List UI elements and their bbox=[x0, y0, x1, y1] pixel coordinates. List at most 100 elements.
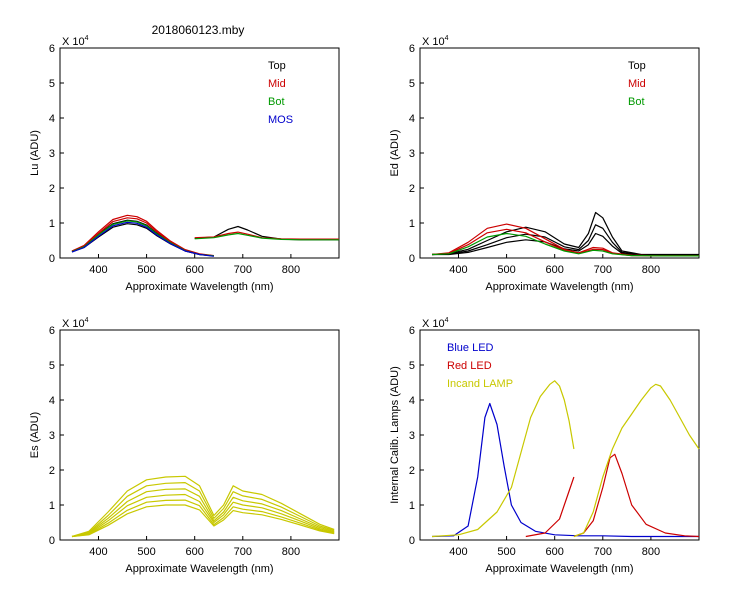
x-tick-label: 700 bbox=[234, 546, 252, 558]
y-tick-label: 3 bbox=[49, 148, 55, 160]
y-tick-label: 0 bbox=[49, 253, 55, 265]
x-tick-label: 500 bbox=[497, 264, 515, 276]
y-tick-label: 4 bbox=[409, 113, 415, 125]
y-tick-label: 2 bbox=[49, 183, 55, 195]
plot-frame bbox=[59, 329, 340, 541]
chart-panel-bottom-left: 400 500 600 700 800 0 1 2 3 4 5 6 X 104 Approximate W… bbox=[29, 317, 340, 575]
x-tick-label: 600 bbox=[186, 264, 204, 276]
axis-multiplier: X 104 bbox=[62, 35, 89, 48]
x-tick-label: 400 bbox=[449, 264, 467, 276]
x-tick-label: 500 bbox=[137, 546, 155, 558]
y-tick-label: 5 bbox=[409, 360, 415, 372]
y-tick-label: 6 bbox=[49, 43, 55, 55]
legend-entry: Top bbox=[268, 60, 286, 72]
y-tick-label: 1 bbox=[409, 218, 415, 230]
y-tick-label: 2 bbox=[409, 183, 415, 195]
y-tick-label: 1 bbox=[409, 500, 415, 512]
series-line bbox=[71, 482, 335, 538]
axis-multiplier-exponent: 4 bbox=[85, 317, 89, 324]
y-tick-label: 6 bbox=[409, 325, 415, 337]
x-tick-label: 600 bbox=[186, 546, 204, 558]
y-tick-label: 3 bbox=[409, 430, 415, 442]
x-tick-label: 700 bbox=[594, 546, 612, 558]
x-tick-label: 600 bbox=[546, 264, 564, 276]
series-line bbox=[71, 217, 214, 257]
y-tick-label: 5 bbox=[409, 78, 415, 90]
y-axis-label: Internal Calib. Lamps (ADU) bbox=[389, 366, 401, 504]
x-tick-label: 800 bbox=[282, 546, 300, 558]
plot-frame bbox=[419, 47, 700, 259]
legend-entry: Top bbox=[628, 60, 646, 72]
series-line bbox=[194, 232, 339, 241]
y-tick-label: 4 bbox=[49, 395, 55, 407]
legend-entry: Red LED bbox=[447, 360, 492, 372]
series-line bbox=[431, 232, 699, 257]
x-axis-label: Approximate Wavelength (nm) bbox=[485, 563, 633, 575]
series-line bbox=[431, 224, 699, 256]
series-line bbox=[573, 453, 700, 538]
y-tick-label: 5 bbox=[49, 360, 55, 372]
y-tick-label: 5 bbox=[49, 78, 55, 90]
legend-entry: Mid bbox=[628, 78, 646, 90]
series-line bbox=[573, 383, 700, 538]
series-line bbox=[431, 211, 699, 256]
figure-title: 2018060123.mby bbox=[152, 23, 245, 37]
x-tick-label: 500 bbox=[497, 546, 515, 558]
y-tick-label: 2 bbox=[409, 465, 415, 477]
axis-multiplier-exponent: 4 bbox=[85, 35, 89, 42]
axis-multiplier-exponent: 4 bbox=[445, 317, 449, 324]
x-axis-label: Approximate Wavelength (nm) bbox=[125, 563, 273, 575]
plot-frame bbox=[59, 47, 340, 259]
axis-multiplier: X 104 bbox=[422, 317, 449, 330]
series-line bbox=[71, 499, 335, 538]
axis-multiplier: X 104 bbox=[422, 35, 449, 48]
y-tick-label: 0 bbox=[49, 535, 55, 547]
x-tick-label: 800 bbox=[642, 264, 660, 276]
x-tick-label: 400 bbox=[449, 546, 467, 558]
series-line bbox=[71, 488, 335, 538]
x-tick-label: 800 bbox=[642, 546, 660, 558]
series-line bbox=[71, 221, 214, 257]
chart-panel-top-left: 400 500 600 700 800 0 1 2 3 4 5 6 X 104 Approximate W… bbox=[29, 35, 340, 293]
y-tick-label: 2 bbox=[49, 465, 55, 477]
series-line bbox=[194, 231, 339, 240]
x-tick-label: 700 bbox=[234, 264, 252, 276]
y-tick-label: 4 bbox=[409, 395, 415, 407]
x-tick-label: 500 bbox=[137, 264, 155, 276]
y-tick-label: 3 bbox=[409, 148, 415, 160]
series-line bbox=[431, 380, 575, 538]
y-tick-label: 4 bbox=[49, 113, 55, 125]
chart-panel-top-right: 400 500 600 700 800 0 1 2 3 4 5 6 X 104 Approximate W… bbox=[389, 35, 700, 293]
axis-multiplier: X 104 bbox=[62, 317, 89, 330]
series-line bbox=[432, 232, 699, 256]
y-axis-label: Ed (ADU) bbox=[389, 129, 401, 176]
series-line bbox=[71, 475, 335, 538]
legend-entry: Bot bbox=[628, 96, 645, 108]
y-tick-label: 1 bbox=[49, 500, 55, 512]
x-tick-label: 600 bbox=[546, 546, 564, 558]
y-axis-label: Lu (ADU) bbox=[29, 130, 41, 176]
x-axis-label: Approximate Wavelength (nm) bbox=[125, 281, 273, 293]
y-tick-label: 6 bbox=[49, 325, 55, 337]
y-tick-label: 0 bbox=[409, 253, 415, 265]
x-axis-label: Approximate Wavelength (nm) bbox=[485, 281, 633, 293]
series-line bbox=[525, 476, 575, 538]
legend-entry: Bot bbox=[268, 96, 285, 108]
y-tick-label: 1 bbox=[49, 218, 55, 230]
legend-entry: Incand LAMP bbox=[447, 378, 513, 390]
axis-multiplier-exponent: 4 bbox=[445, 35, 449, 42]
legend-entry: Mid bbox=[268, 78, 286, 90]
y-tick-label: 3 bbox=[49, 430, 55, 442]
series-line bbox=[431, 402, 699, 538]
series-line bbox=[71, 504, 335, 538]
x-tick-label: 800 bbox=[282, 264, 300, 276]
x-tick-label: 700 bbox=[594, 264, 612, 276]
chart-panel-bottom-right: 400 500 600 700 800 0 1 2 3 4 5 6 X 104 Approximate W… bbox=[389, 317, 700, 575]
series-line bbox=[71, 493, 335, 538]
x-tick-label: 400 bbox=[89, 546, 107, 558]
legend-entry: Blue LED bbox=[447, 342, 494, 354]
legend-entry: MOS bbox=[268, 114, 293, 126]
y-tick-label: 6 bbox=[409, 43, 415, 55]
